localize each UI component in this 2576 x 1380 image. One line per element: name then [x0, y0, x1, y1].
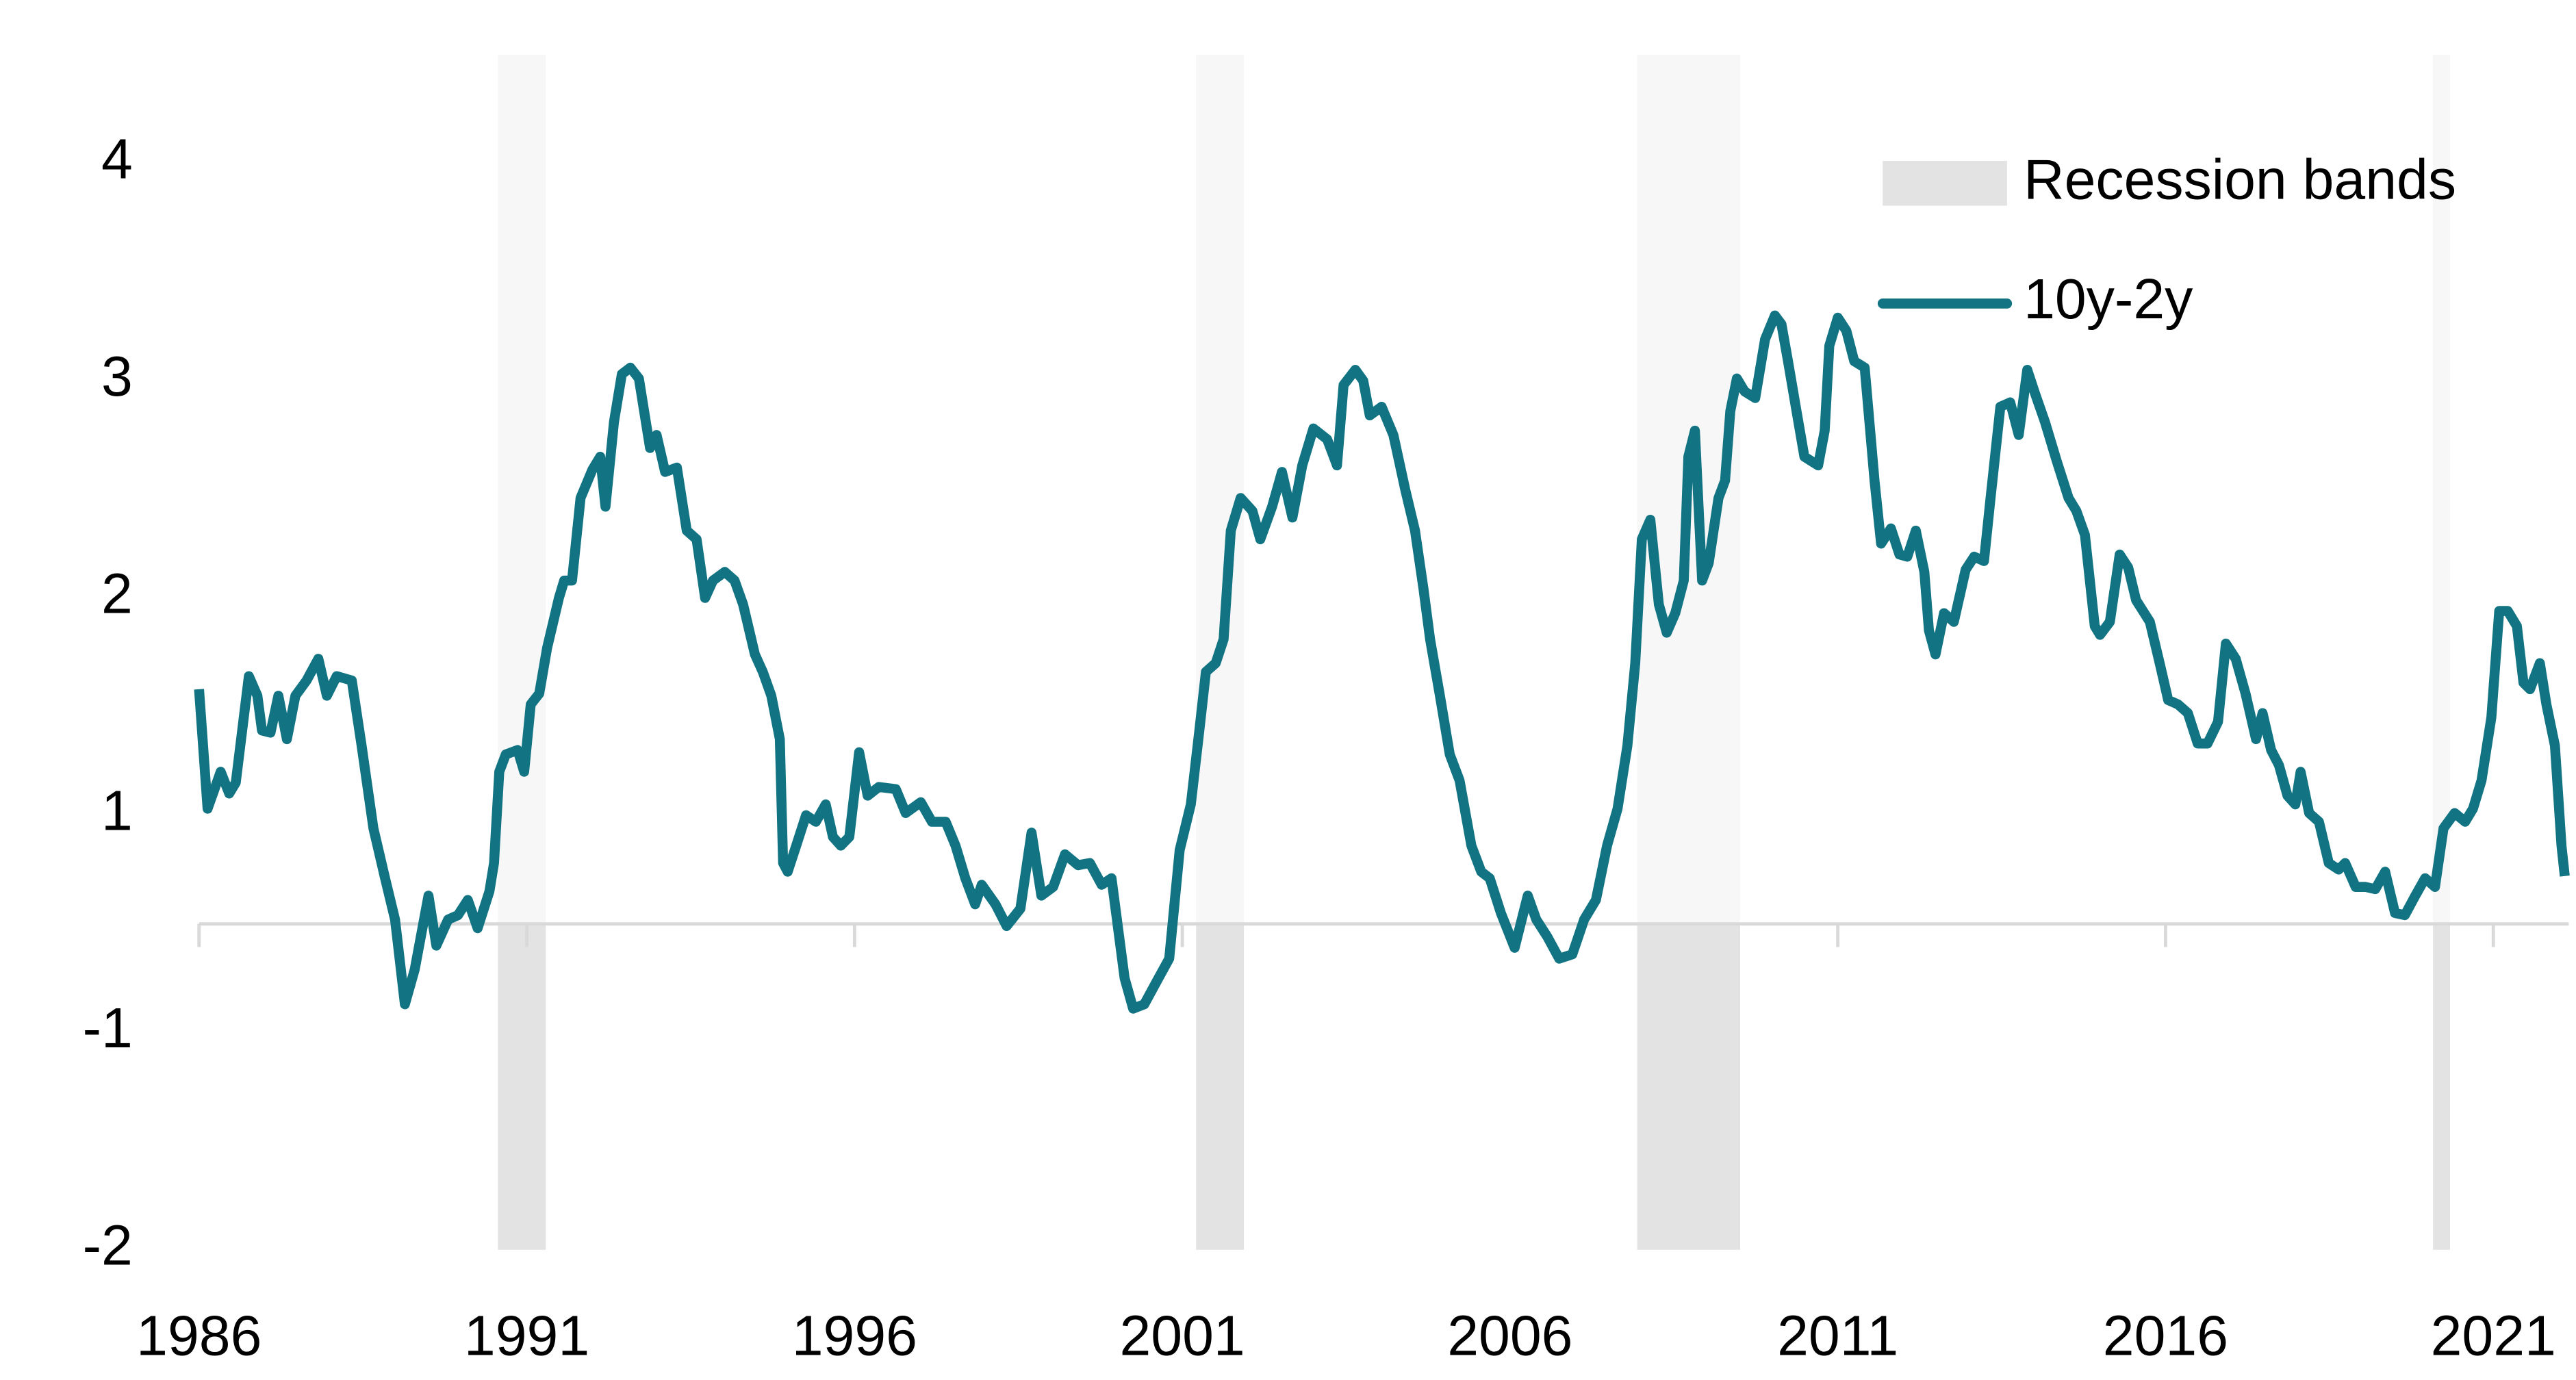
legend-label: Recession bands [2024, 149, 2456, 212]
y-tick-label: 1 [101, 780, 133, 843]
recession-band [2433, 923, 2451, 1250]
recession-band [1637, 923, 1740, 1250]
x-tick-label: 2006 [1447, 1305, 1572, 1368]
x-tick-label: 1991 [464, 1305, 589, 1368]
x-tick-label: 2016 [2103, 1305, 2228, 1368]
y-tick-label: 4 [101, 127, 133, 190]
recession-band [1196, 923, 1245, 1250]
recession-band-upper [498, 54, 546, 924]
x-tick-label: 1986 [136, 1305, 262, 1368]
y-tick-label: -1 [83, 997, 133, 1060]
x-tick-label: 2011 [1777, 1305, 1898, 1368]
y-tick-label: -2 [83, 1214, 133, 1277]
x-tick-label: 2001 [1119, 1305, 1245, 1368]
series-line [194, 310, 2570, 1014]
legend-swatch [1883, 161, 2007, 206]
recession-band-upper [1196, 54, 1245, 924]
recession-band-upper [2433, 54, 2451, 924]
x-tick-label: 2021 [2431, 1305, 2556, 1368]
y-tick-label: 3 [101, 345, 133, 408]
legend-label: 10y-2y [2024, 268, 2193, 331]
x-tick-label: 1996 [792, 1305, 917, 1368]
y-tick-label: 2 [101, 562, 133, 625]
recession-band [498, 923, 546, 1250]
